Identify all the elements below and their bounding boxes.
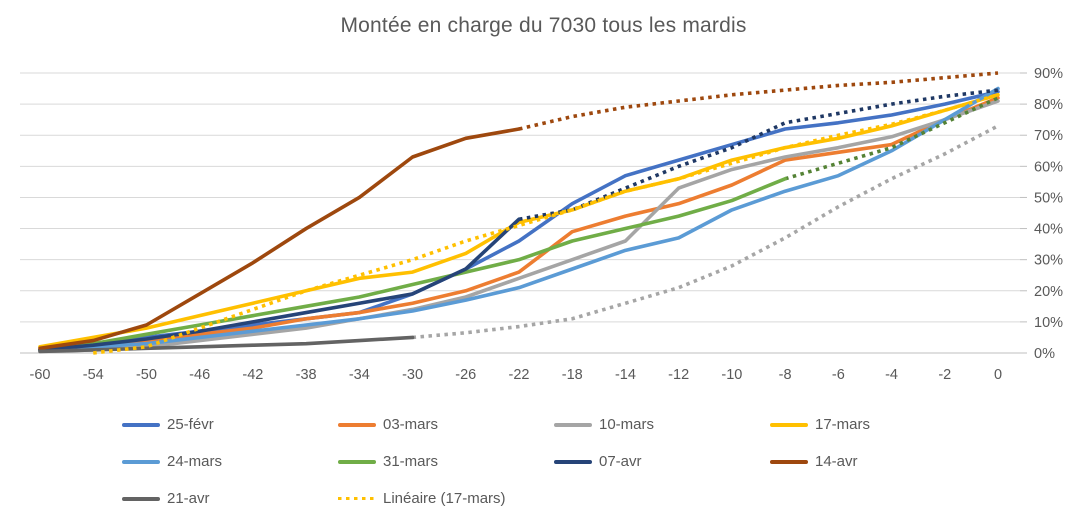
x-tick-label: -38 (296, 367, 317, 383)
legend-swatch-24-mars (122, 459, 160, 464)
chart-canvas: 0%10%20%30%40%50%60%70%80%90%-60 -54 -50 -4… (20, 66, 1063, 383)
legend-item-07-avr: 07-avr (554, 453, 770, 470)
x-tick-label: -4 (885, 367, 898, 383)
legend-item-21-avr: 21-avr (122, 490, 338, 507)
x-tick-label: -42 (242, 367, 263, 383)
legend-label: 10-mars (599, 416, 655, 433)
x-tick-label: -46 (189, 367, 210, 383)
series-line-21-avr (38, 335, 415, 354)
y-tick-label: 80% (1034, 97, 1063, 113)
y-tick-label: 90% (1034, 66, 1063, 82)
x-tick-label: -50 (136, 367, 157, 383)
y-tick-label: 20% (1034, 284, 1063, 300)
legend-item-03-mars: 03-mars (338, 416, 554, 433)
y-tick-label: 0% (1034, 346, 1055, 362)
legend-label: Linéaire (17-mars) (383, 490, 506, 507)
legend-label: 03-mars (383, 416, 439, 433)
series-line-Linéaire (17-mars) (93, 93, 999, 355)
legend-label: 31-mars (383, 453, 439, 470)
series-projection-14-avr (518, 71, 999, 131)
legend-swatch-25-févr (122, 422, 160, 427)
series-line-24-mars (38, 86, 1000, 352)
legend-swatch-10-mars (554, 422, 592, 427)
legend-swatch-07-avr (554, 459, 592, 464)
y-tick-label: 60% (1034, 159, 1063, 175)
legend-item-25-févr: 25-févr (122, 416, 338, 433)
series-projection-21-avr (412, 124, 999, 340)
legend-swatch-14-avr (770, 459, 808, 464)
y-tick-label: 50% (1034, 190, 1063, 206)
series-line-14-avr (38, 127, 521, 351)
legend-item-24-mars: 24-mars (122, 453, 338, 470)
x-tick-label: 0 (994, 367, 1002, 383)
legend-swatch-17-mars (770, 422, 808, 427)
x-tick-label: -54 (83, 367, 104, 383)
x-tick-label: -12 (668, 367, 689, 383)
series-line-03-mars (38, 96, 1000, 352)
legend-label: 14-avr (815, 453, 858, 470)
legend-item-Linéaire (17-mars): Linéaire (17-mars) (338, 490, 554, 507)
legend-item-31-mars: 31-mars (338, 453, 554, 470)
y-tick-label: 30% (1034, 253, 1063, 269)
series-line-31-mars (38, 176, 787, 352)
series-line-10-mars (38, 99, 1000, 354)
x-tick-label: -18 (562, 367, 583, 383)
legend-item-10-mars: 10-mars (554, 416, 770, 433)
series-line-07-avr (38, 217, 521, 352)
chart-title: Montée en charge du 7030 tous les mardis (340, 14, 747, 37)
x-tick-label: -10 (721, 367, 742, 383)
series-line-17-mars (38, 92, 1000, 349)
legend-label: 21-avr (167, 490, 210, 507)
x-tick-label: -14 (615, 367, 636, 383)
chart-legend: 25-févr 03-mars 10-mars 17-mars 24-mars 31-ma… (122, 406, 986, 516)
x-tick-label: -60 (30, 367, 51, 383)
x-tick-label: -34 (349, 367, 370, 383)
x-tick-label: -2 (938, 367, 951, 383)
x-tick-label: -26 (455, 367, 476, 383)
legend-swatch-03-mars (338, 422, 376, 427)
y-tick-label: 10% (1034, 315, 1063, 331)
x-tick-label: -6 (832, 367, 845, 383)
legend-swatch-31-mars (338, 459, 376, 464)
legend-swatch-21-avr (122, 496, 160, 501)
legend-label: 25-févr (167, 416, 214, 433)
y-tick-label: 40% (1034, 222, 1063, 238)
y-tick-label: 70% (1034, 128, 1063, 144)
legend-label: 24-mars (167, 453, 223, 470)
legend-item-14-avr: 14-avr (770, 453, 986, 470)
x-tick-label: -8 (779, 367, 792, 383)
x-tick-label: -30 (402, 367, 423, 383)
legend-item-17-mars: 17-mars (770, 416, 986, 433)
legend-label: 07-avr (599, 453, 642, 470)
legend-swatch-Linéaire (17-mars) (338, 496, 376, 501)
x-tick-label: -22 (509, 367, 530, 383)
legend-label: 17-mars (815, 416, 871, 433)
